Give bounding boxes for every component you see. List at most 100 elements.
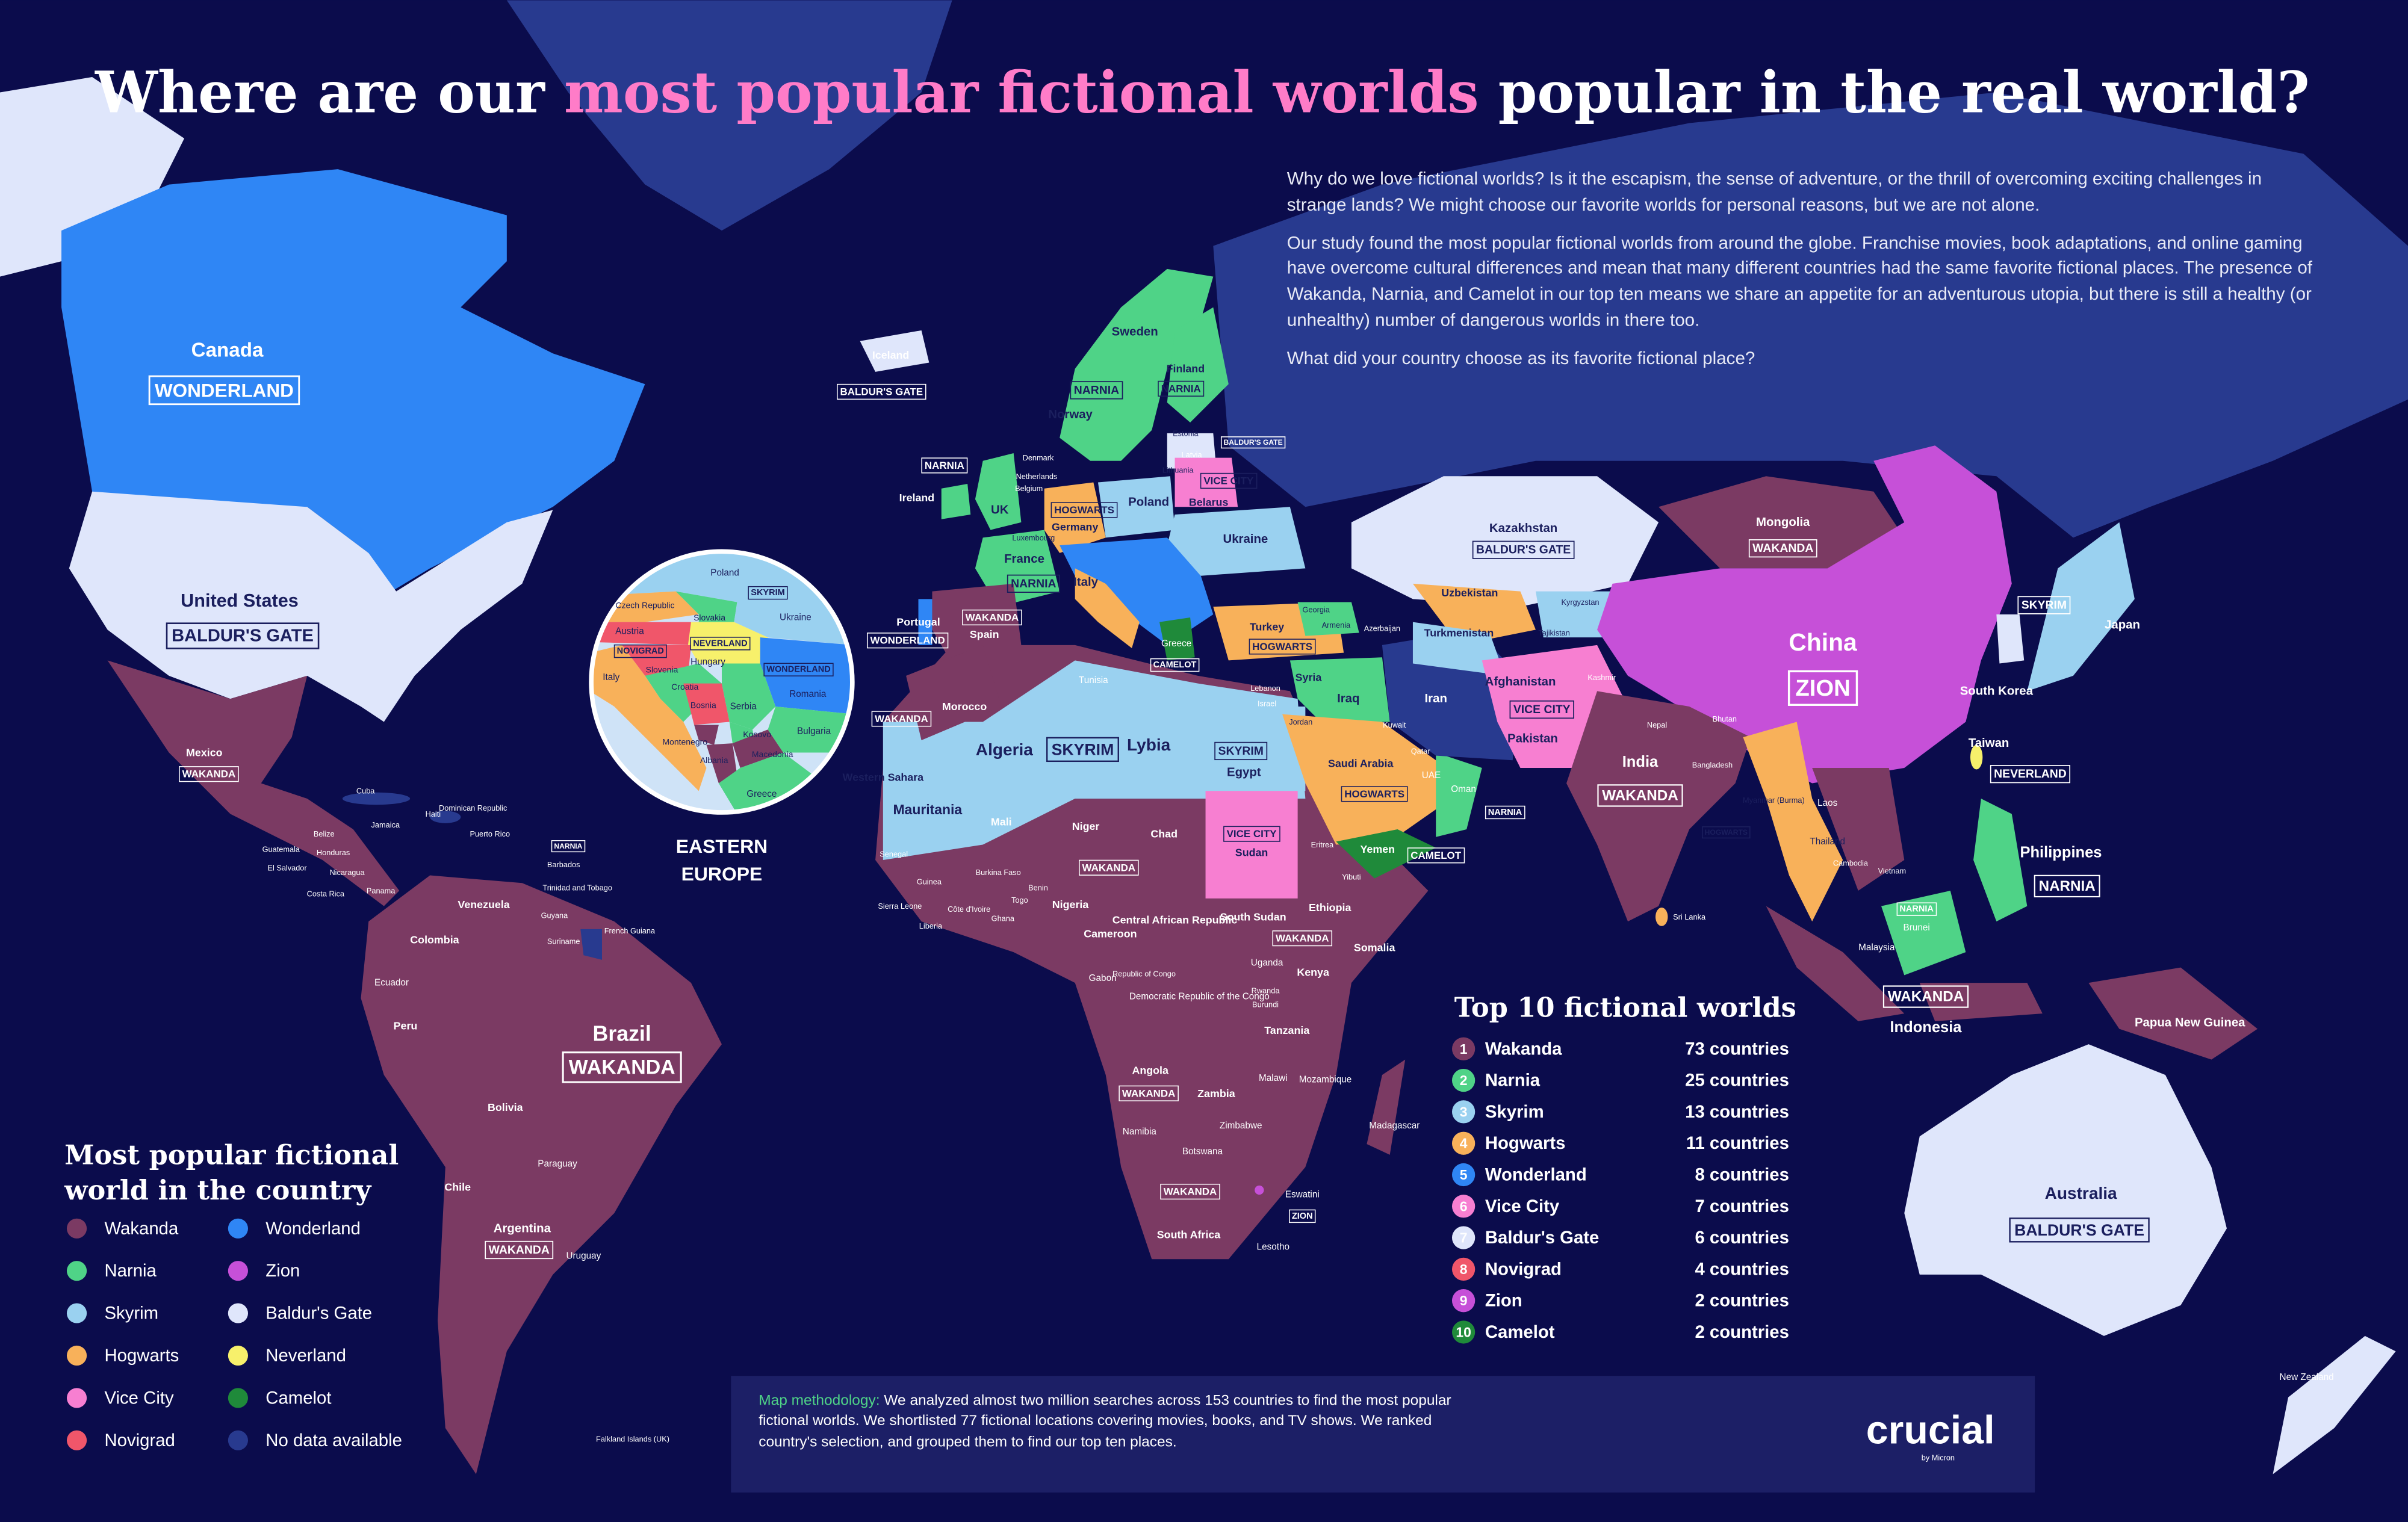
legend-label: Camelot <box>265 1388 331 1408</box>
country-label: UK <box>991 503 1009 516</box>
region <box>883 660 1306 861</box>
world-tag-box <box>1702 826 1751 839</box>
region <box>1297 602 1359 636</box>
country-label: Iraq <box>1337 692 1359 705</box>
title-part: Where are our <box>95 60 564 126</box>
country-label: Armenia <box>1322 620 1351 630</box>
country-label: Laos <box>1817 798 1838 808</box>
country-label: Central African Republic <box>1112 914 1238 926</box>
world-tag-box <box>1249 639 1316 655</box>
country-label: Albania <box>700 755 728 765</box>
world-tag: SKYRIM <box>751 588 785 598</box>
world-tag: WAKANDA <box>966 611 1019 623</box>
rank-badge <box>1451 1163 1476 1187</box>
world-tag-box <box>1748 539 1817 558</box>
methodology-body: We analyzed almost two million searches … <box>759 1393 1451 1451</box>
country-label: Peru <box>394 1020 418 1032</box>
region <box>2273 1335 2396 1474</box>
rank-number: 5 <box>1460 1167 1468 1183</box>
country-label: Syria <box>1296 671 1323 683</box>
country-label: Mali <box>991 815 1012 828</box>
world-name: Camelot <box>1485 1322 1555 1342</box>
country-label: Tunisia <box>1079 675 1108 685</box>
country-label: Japan <box>2105 619 2140 632</box>
country-label: Nigeria <box>1052 899 1090 911</box>
country-label: French Guiana <box>604 926 656 935</box>
country-label: Canada <box>191 339 264 362</box>
region <box>506 0 952 231</box>
country-label: Malawi <box>1259 1073 1288 1083</box>
world-tag: VICE CITY <box>1513 703 1571 716</box>
country-label: Guatemala <box>262 845 300 854</box>
country-label: Norway <box>1048 408 1093 421</box>
country-label: Zambia <box>1197 1087 1236 1100</box>
region <box>361 875 722 1474</box>
world-tag-box <box>1050 502 1118 518</box>
country-label: Panama <box>367 886 396 896</box>
world-tag: NARNIA <box>1899 905 1934 914</box>
country-label: Ethiopia <box>1309 902 1351 914</box>
world-name: Zion <box>1485 1291 1522 1311</box>
country-label: Kazakhstan <box>1489 522 1557 535</box>
rank-number: 3 <box>1460 1104 1468 1119</box>
country-label: Paraguay <box>538 1159 577 1169</box>
country-label: Slovenia <box>646 665 678 675</box>
world-tag-box <box>837 383 926 400</box>
country-label: Suriname <box>547 937 580 946</box>
country-label: New Zealand <box>2280 1372 2334 1382</box>
country-label: Montenegro <box>662 737 707 747</box>
country-label: Honduras <box>317 848 350 857</box>
country-label: Nicaragua <box>329 868 365 877</box>
country-label: Costa Rica <box>307 889 345 899</box>
country-label: Somalia <box>1354 941 1396 953</box>
world-tag: WAKANDA <box>875 713 928 725</box>
intro: Why do we love fictional worlds? Is it t… <box>1287 169 2312 368</box>
rank-number: 6 <box>1460 1198 1468 1214</box>
world-name: Skyrim <box>1485 1102 1544 1122</box>
region <box>1436 752 1482 837</box>
world-name: Wakanda <box>1485 1039 1562 1059</box>
country-label: Myanmar (Burma) <box>1743 796 1805 805</box>
country-label: Brunei <box>1904 923 1930 933</box>
region <box>1205 791 1298 899</box>
country-label: Eswatini <box>1285 1190 1320 1200</box>
region <box>1970 744 1983 770</box>
region <box>721 663 776 730</box>
world-tag-box <box>1119 1085 1179 1101</box>
country-label: Sweden <box>1112 325 1158 338</box>
region <box>687 622 768 664</box>
country-label: Barbados <box>547 860 580 869</box>
country-label: Netherlands <box>1016 472 1058 481</box>
country-label: Italy <box>603 672 619 682</box>
country-label: Indonesia <box>1890 1019 1962 1036</box>
world-tag-box <box>562 1051 682 1083</box>
country-label: Iceland <box>872 349 909 361</box>
country-label: Republic of Congo <box>1112 969 1176 978</box>
region <box>694 725 719 745</box>
world-name: Hogwarts <box>1485 1133 1566 1153</box>
region <box>1060 268 1214 461</box>
country-label: Sierra Leone <box>878 902 922 911</box>
country-label: Turkmenistan <box>1424 626 1494 639</box>
region <box>768 706 852 753</box>
region <box>1167 507 1306 577</box>
legend-label: Wonderland <box>265 1219 361 1239</box>
world-tag: HOGWARTS <box>1344 788 1404 800</box>
country-label: Venezuela <box>458 899 510 911</box>
country-label: Rwanda <box>1252 986 1280 995</box>
world-tag-box <box>1341 786 1408 802</box>
world-tag: VICE CITY <box>1227 828 1277 840</box>
rank-badge <box>1451 1068 1476 1092</box>
country-label: Tajikistan <box>1538 628 1569 637</box>
country-label: Lesotho <box>1257 1242 1289 1252</box>
rank-number: 1 <box>1460 1041 1468 1057</box>
region <box>1659 476 1905 569</box>
country-label: UAE <box>1422 770 1441 781</box>
region <box>591 622 699 645</box>
country-label: Taiwan <box>1969 737 2009 750</box>
country-label: Madagascar <box>1369 1121 1420 1131</box>
country-label: Belgium <box>1015 484 1043 493</box>
country-label: Mauritania <box>893 802 962 817</box>
country-label: Zimbabwe <box>1220 1121 1262 1131</box>
